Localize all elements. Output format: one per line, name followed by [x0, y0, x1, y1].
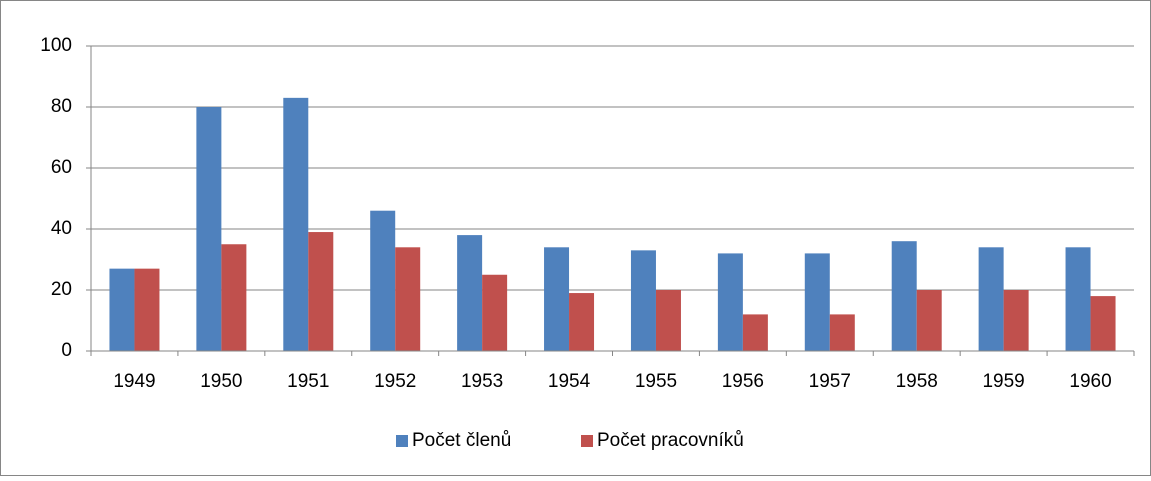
- x-tick-label: 1958: [896, 371, 938, 392]
- bar: [308, 232, 334, 351]
- x-tick-label: 1956: [722, 371, 764, 392]
- y-tick-label: 20: [51, 279, 72, 300]
- bar: [395, 247, 421, 351]
- bar: [829, 314, 855, 351]
- bar: [1065, 247, 1091, 351]
- bar: [196, 107, 222, 351]
- bar: [804, 253, 830, 351]
- bar: [109, 268, 135, 351]
- bar: [630, 250, 656, 351]
- bar: [544, 247, 570, 351]
- x-tick-label: 1954: [548, 371, 591, 392]
- bar: [1090, 296, 1116, 351]
- x-tick-label: 1949: [113, 371, 155, 392]
- x-tick-label: 1953: [461, 371, 503, 392]
- bar: [717, 253, 743, 351]
- bar: [370, 210, 396, 351]
- x-tick-label: 1960: [1069, 371, 1111, 392]
- y-tick-label: 60: [51, 157, 72, 178]
- bar: [457, 235, 483, 351]
- bar: [891, 241, 917, 351]
- bar: [221, 244, 247, 351]
- bar: [742, 314, 768, 351]
- y-tick-label: 0: [61, 340, 72, 361]
- legend-label: Počet členů: [412, 430, 511, 451]
- bar: [482, 274, 508, 351]
- legend-label: Počet pracovníků: [597, 430, 744, 451]
- x-tick-label: 1952: [374, 371, 416, 392]
- bar: [655, 290, 681, 351]
- legend-swatch: [396, 435, 408, 447]
- x-tick-label: 1951: [287, 371, 329, 392]
- y-tick-label: 80: [51, 96, 72, 117]
- x-tick-label: 1955: [635, 371, 677, 392]
- x-tick-label: 1959: [982, 371, 1024, 392]
- bar: [1003, 290, 1029, 351]
- bar: [134, 268, 160, 351]
- y-tick-label: 40: [51, 218, 72, 239]
- x-tick-label: 1950: [200, 371, 242, 392]
- bar: [283, 97, 309, 351]
- bar: [569, 293, 595, 351]
- y-tick-label: 100: [40, 35, 72, 56]
- bar: [916, 290, 942, 351]
- x-tick-label: 1957: [809, 371, 851, 392]
- bar: [978, 247, 1004, 351]
- legend-swatch: [581, 435, 593, 447]
